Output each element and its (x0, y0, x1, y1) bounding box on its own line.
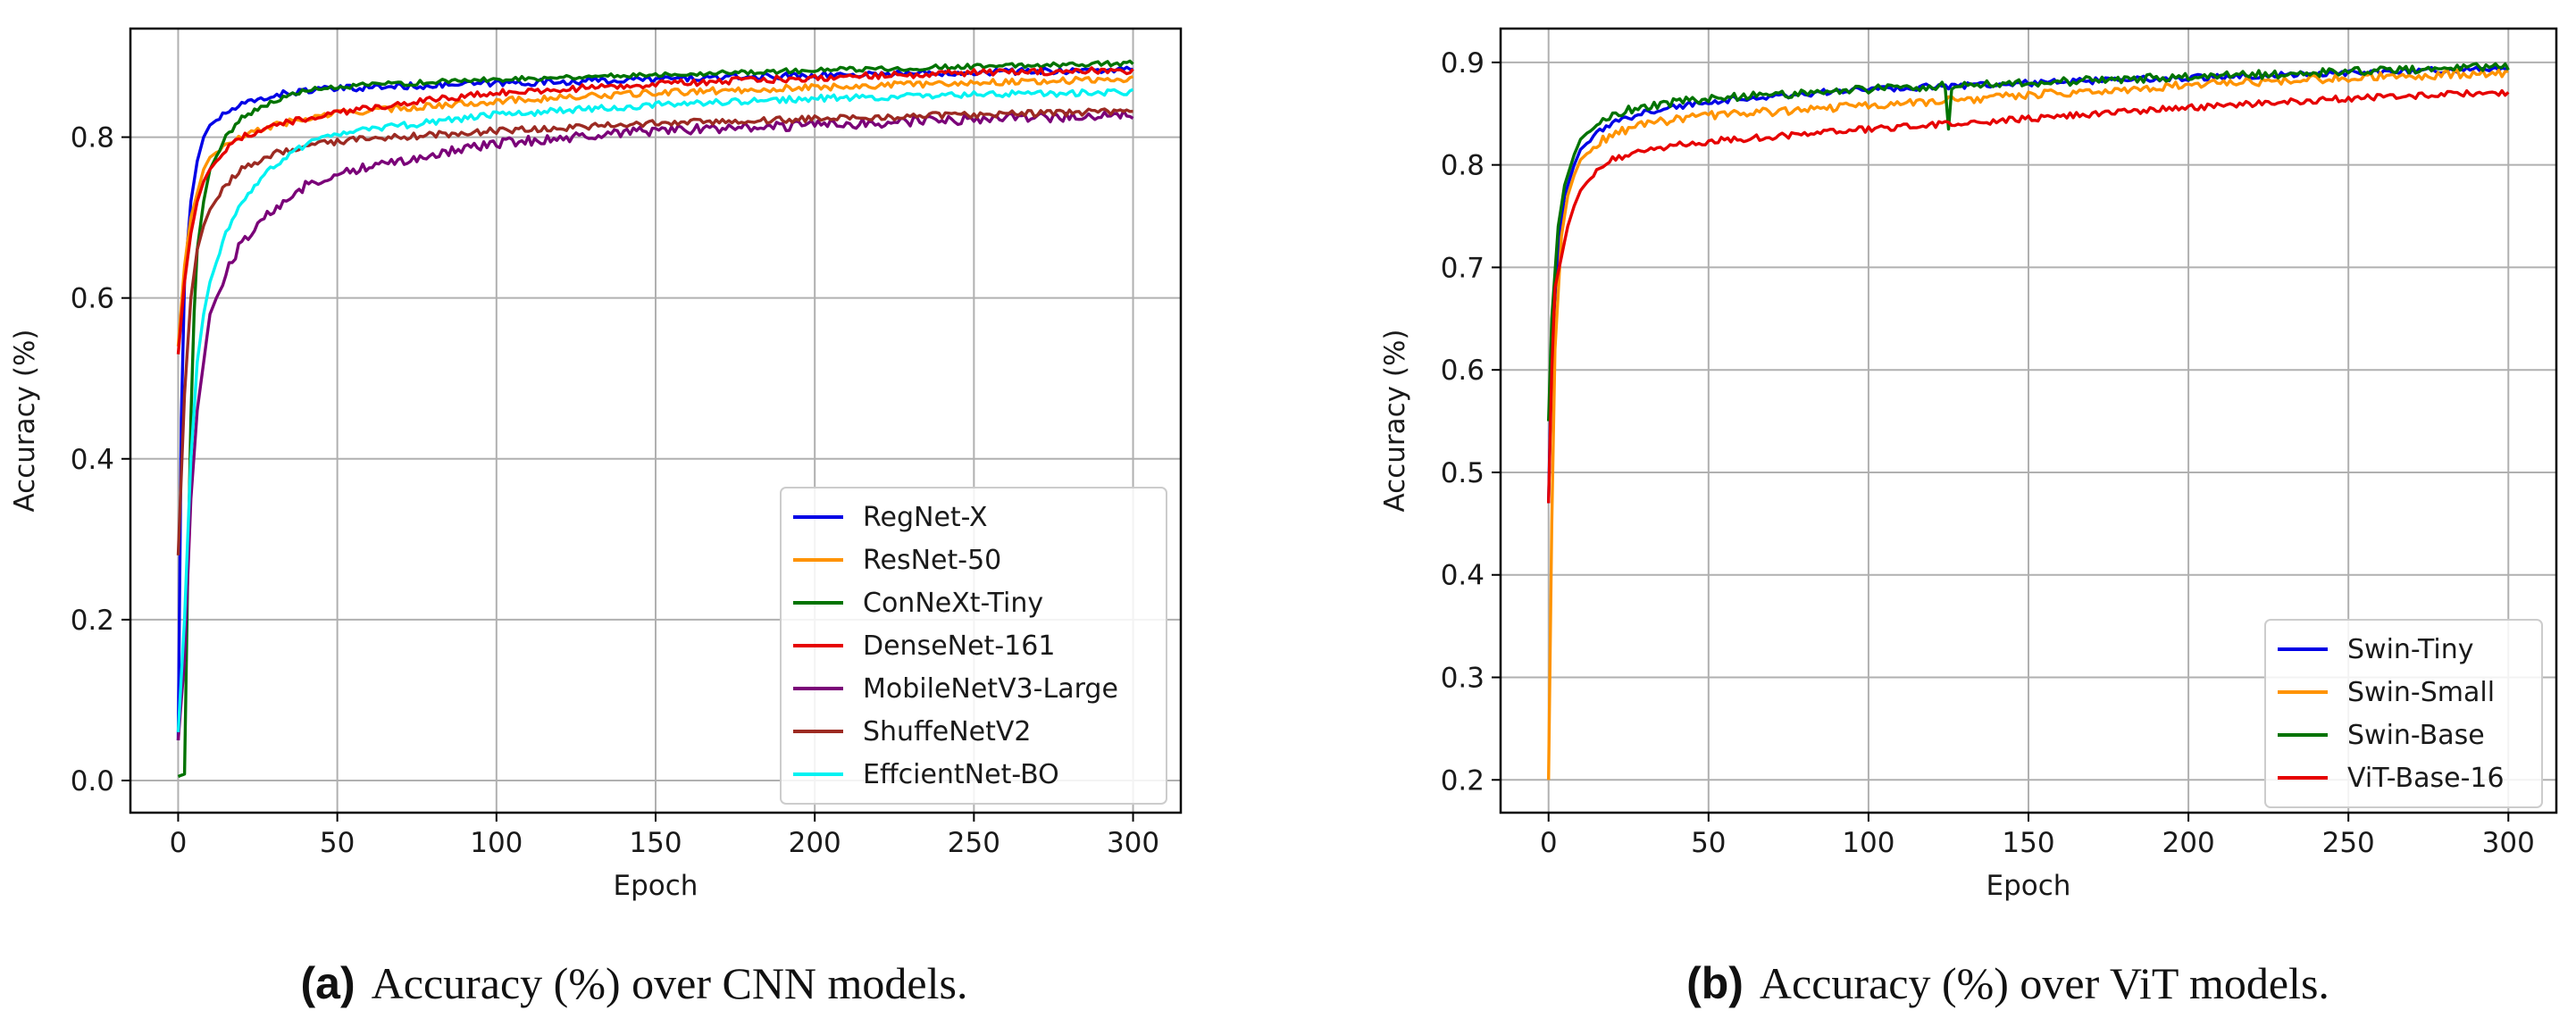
chart-b-caption-text: Accuracy (%) over ViT models. (1760, 958, 2329, 1008)
chart-a-series-line (176, 109, 1134, 741)
chart-a-series-line (176, 66, 1134, 355)
chart-a-legend-label: MobileNetV3-Large (863, 673, 1118, 705)
chart-b-x-tick-label: 0 (1540, 827, 1558, 859)
chart-b-series-line (1547, 68, 2509, 781)
chart-a-caption-text: Accuracy (%) over CNN models. (372, 958, 968, 1008)
chart-a-y-axis-label: Accuracy (%) (9, 329, 41, 512)
chart-a-x-axis-label: Epoch (614, 870, 698, 902)
chart-b-x-axis-label: Epoch (1986, 870, 2071, 902)
chart-b-legend-label: Swin-Small (2347, 677, 2495, 708)
chart-b-series-line (1547, 88, 2510, 504)
chart-a-y-tick-label: 0.6 (71, 283, 114, 315)
chart-b-x-tick-label: 250 (2322, 827, 2375, 859)
chart-a-x-tick-label: 50 (320, 827, 355, 859)
chart-a-y-tick-label: 0.4 (71, 444, 114, 476)
chart-b-series-line (1547, 62, 2510, 422)
chart-b-y-tick-label: 0.3 (1441, 663, 1485, 695)
chart-b-ticks: 0 50 100 150 200 250 300 0.2 0.3 0.4 0.5 0.6 0.7 0.8 0… (1441, 47, 2535, 859)
chart-a-y-tick-label: 0.2 (71, 605, 114, 637)
chart-b-x-tick-label: 50 (1691, 827, 1726, 859)
chart-b-y-axis-label: Accuracy (%) (1379, 329, 1411, 512)
chart-a-x-tick-label: 100 (470, 827, 523, 859)
chart-a-caption: (a) Accuracy (%) over CNN models. (301, 958, 968, 1008)
chart-b-y-tick-label: 0.7 (1441, 252, 1485, 284)
chart-b-y-tick-label: 0.5 (1441, 457, 1485, 489)
chart-a-y-tick-label: 0.0 (71, 765, 114, 797)
chart-b-legend-label: ViT-Base-16 (2347, 763, 2505, 794)
chart-a-legend-label: DenseNet-161 (863, 630, 1055, 662)
chart-b-legend-label: Swin-Tiny (2347, 634, 2474, 665)
chart-b-y-tick-label: 0.4 (1441, 560, 1485, 592)
chart-b-y-tick-label: 0.9 (1441, 47, 1485, 79)
chart-b: 0 50 100 150 200 250 300 0.2 0.3 0.4 0.5 0.6 0.7 0.8 0… (1379, 27, 2558, 1008)
chart-b-x-tick-label: 200 (2162, 827, 2215, 859)
chart-a-legend-label: EffcientNet-BO (863, 759, 1059, 790)
chart-b-y-tick-label: 0.6 (1441, 355, 1485, 387)
chart-b-legend-label: Swin-Base (2347, 720, 2485, 751)
chart-a-legend: RegNet-X ResNet-50 ConNeXt-Tiny DenseNet-16… (780, 487, 1167, 805)
chart-a-legend-label: RegNet-X (863, 502, 988, 533)
chart-a-series-line (177, 59, 1134, 779)
chart-b-x-tick-label: 300 (2482, 827, 2535, 859)
chart-a-legend-label: ShuffeNetV2 (863, 716, 1031, 747)
chart-a-x-tick-label: 0 (170, 827, 188, 859)
chart-b-caption-label: (b) (1686, 958, 1744, 1008)
chart-a-y-tick-label: 0.8 (71, 122, 114, 154)
chart-b-y-tick-label: 0.2 (1441, 764, 1485, 797)
chart-b-caption: (b) Accuracy (%) over ViT models. (1686, 958, 2329, 1008)
chart-a-x-tick-label: 300 (1107, 827, 1159, 859)
chart-a-legend-label: ConNeXt-Tiny (863, 588, 1043, 619)
chart-b-y-tick-label: 0.8 (1441, 150, 1485, 182)
chart-a-series-line (176, 88, 1134, 732)
chart-a-x-tick-label: 150 (629, 827, 682, 859)
chart-a-legend-box (780, 487, 1167, 805)
chart-a-caption-label: (a) (301, 958, 355, 1008)
chart-b-legend-box (2264, 619, 2543, 808)
chart-b-series (1547, 62, 2510, 781)
chart-b-x-tick-label: 100 (1842, 827, 1894, 859)
chart-a-grid (130, 29, 1181, 813)
chart-a-x-tick-label: 250 (948, 827, 1000, 859)
chart-a-series (176, 59, 1134, 779)
chart-b-x-tick-label: 150 (2002, 827, 2054, 859)
chart-a-x-tick-label: 200 (789, 827, 841, 859)
chart-a-legend-label: ResNet-50 (863, 545, 1001, 576)
chart-b-legend: Swin-Tiny Swin-Small Swin-Base ViT-Base-16 (2264, 619, 2543, 808)
chart-a-series-line (176, 107, 1133, 555)
chart-a-ticks: 0 50 100 150 200 250 300 0.0 0.2 0.4 0.6 0.8 (71, 122, 1159, 859)
